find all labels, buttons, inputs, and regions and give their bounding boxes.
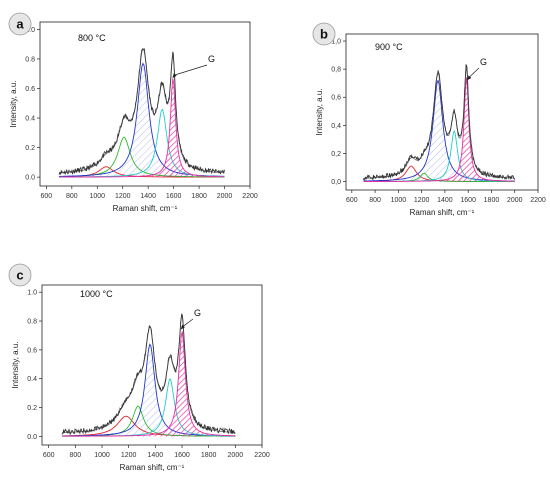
plot-frame: [41, 284, 263, 446]
x-tick-label: 1400: [437, 197, 453, 204]
chart-panel-b: 600 800 1000 1200 1400 1600 1800 2000 2200 0,0 0,2…: [308, 14, 548, 239]
y-tick-label: 0,2: [331, 151, 341, 158]
x-tick-label: 800: [369, 197, 381, 204]
x-tick-label: 800: [69, 452, 81, 459]
experimental-curve: [58, 47, 225, 176]
y-tick-label: 0,0: [331, 179, 341, 186]
x-tick-label: 600: [346, 197, 358, 204]
y-tick-label: 0.8: [27, 319, 37, 326]
g-band-arrow: [174, 64, 208, 76]
x-tick-label: 600: [43, 452, 55, 459]
d-band-hatch: [62, 344, 236, 437]
y-tick-label: 0.8: [25, 56, 35, 63]
x-tick-label: 2000: [228, 452, 244, 459]
x-axis-title: Raman shift, cm⁻¹: [410, 208, 475, 217]
x-tick-label: 2200: [254, 452, 270, 459]
g-band-label: G: [194, 308, 201, 318]
x-tick-label: 1000: [94, 452, 110, 459]
y-tick-label: 0,6: [331, 95, 341, 102]
x-tick-label: 1200: [414, 197, 430, 204]
g-band-arrowhead: [467, 75, 472, 81]
g-band-arrowhead: [172, 73, 177, 79]
y-tick-label: 0.0: [25, 175, 35, 182]
y-tick-label: 0.6: [27, 347, 37, 354]
panel-badge: [8, 12, 32, 36]
d-band-hatch: [363, 80, 515, 182]
x-axis-title: Raman shift, cm⁻¹: [113, 204, 178, 213]
experimental-curve: [363, 64, 516, 182]
x-tick-label: 1400: [140, 193, 156, 200]
panel-badge: [8, 263, 32, 287]
x-tick-label: 1800: [201, 452, 217, 459]
y-axis-title: Intensity, a.u.: [11, 342, 20, 389]
x-tick-label: 2200: [530, 197, 546, 204]
y-tick-label: 0.2: [27, 405, 37, 412]
raman-chart-c: 600 800 1000 1200 1400 1600 1800 2000 2200 0.0 0.2…: [8, 263, 270, 472]
g-band-arrowhead: [180, 324, 185, 330]
x-tick-label: 1000: [89, 193, 105, 200]
x-tick-label: 2000: [217, 193, 233, 200]
y-axis-title: Intensity, a.u.: [315, 89, 324, 136]
x-tick-label: 2000: [507, 197, 523, 204]
temperature-label: 800 °C: [78, 33, 106, 43]
x-tick-label: 1800: [484, 197, 500, 204]
y-tick-label: 0.4: [25, 116, 35, 123]
x-tick-label: 1800: [191, 193, 207, 200]
y-tick-label: 0.0: [27, 434, 37, 441]
x-tick-label: 1600: [174, 452, 190, 459]
y-tick-label: 1,0: [331, 39, 341, 46]
g-band-label: G: [480, 57, 487, 67]
g-band-arrow: [468, 67, 480, 78]
d-band-hatch: [59, 63, 225, 178]
magenta-component-curve: [59, 78, 225, 178]
y-axis-title: Intensity, a.u.: [9, 81, 18, 128]
magenta-component-curve: [363, 77, 515, 182]
x-tick-label: 2200: [242, 193, 258, 200]
raman-chart-b: 600 800 1000 1200 1400 1600 1800 2000 2200 0,0 0,2…: [312, 22, 546, 217]
x-tick-label: 1000: [391, 197, 407, 204]
plot-frame: [39, 21, 251, 187]
y-tick-label: 0.4: [27, 376, 37, 383]
x-tick-label: 1600: [166, 193, 182, 200]
y-tick-label: 1.0: [25, 27, 35, 34]
experimental-curve: [61, 313, 236, 435]
panel-badge-label: a: [16, 17, 24, 32]
y-tick-label: 0,8: [331, 67, 341, 74]
panel-badge-label: c: [16, 268, 23, 283]
plot-frame: [345, 33, 539, 191]
panel-badge: [312, 22, 336, 46]
x-tick-label: 800: [66, 193, 78, 200]
x-axis-title: Raman shift, cm⁻¹: [120, 463, 185, 472]
g-band-arrow: [182, 318, 194, 327]
y-tick-label: 0.2: [25, 145, 35, 152]
x-tick-label: 1200: [115, 193, 131, 200]
x-tick-label: 1400: [148, 452, 164, 459]
temperature-label: 900 °C: [375, 42, 403, 52]
panel-badge-label: b: [320, 27, 328, 42]
y-tick-label: 0,4: [331, 123, 341, 130]
raman-chart-a: 600 800 1000 1200 1400 1600 1800 2000 2200 0.0 0.2…: [8, 12, 258, 213]
y-tick-label: 1.0: [27, 290, 37, 297]
g-band-label: G: [208, 54, 215, 64]
x-tick-label: 1600: [460, 197, 476, 204]
x-tick-label: 1200: [121, 452, 137, 459]
chart-panel-a: 600 800 1000 1200 1400 1600 1800 2000 2200 0.0 0.2…: [0, 0, 270, 225]
x-tick-label: 600: [41, 193, 53, 200]
y-tick-label: 0.6: [25, 86, 35, 93]
temperature-label: 1000 °C: [80, 289, 113, 299]
magenta-component-curve: [62, 331, 236, 437]
chart-panel-c: 600 800 1000 1200 1400 1600 1800 2000 2200 0.0 0.2…: [0, 257, 270, 487]
